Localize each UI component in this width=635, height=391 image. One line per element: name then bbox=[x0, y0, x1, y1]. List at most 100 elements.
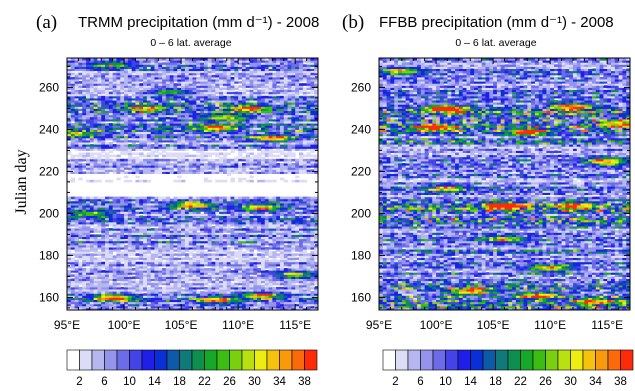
heatmap-cell bbox=[249, 263, 254, 267]
heatmap-cell bbox=[207, 261, 213, 265]
heatmap-cell bbox=[260, 240, 266, 244]
heatmap-cell bbox=[89, 163, 95, 166]
heatmap-cell bbox=[215, 196, 220, 200]
heatmap-cell bbox=[291, 234, 296, 237]
heatmap-cell bbox=[162, 280, 167, 284]
heatmap-cell bbox=[283, 261, 289, 265]
heatmap-cell bbox=[162, 131, 167, 135]
heatmap-cell bbox=[253, 299, 258, 303]
heatmap-cell bbox=[222, 257, 228, 261]
heatmap-cell bbox=[120, 121, 125, 124]
heatmap-cell bbox=[70, 154, 76, 158]
heatmap-cell bbox=[177, 265, 182, 269]
heatmap-cell bbox=[124, 175, 129, 179]
heatmap-cell bbox=[241, 167, 247, 170]
heatmap-cell bbox=[200, 223, 205, 227]
heatmap-cell bbox=[264, 249, 270, 252]
heatmap-cell bbox=[264, 148, 270, 151]
heatmap-cell bbox=[131, 228, 136, 231]
heatmap-cell bbox=[192, 215, 197, 219]
heatmap-cell bbox=[169, 236, 174, 240]
heatmap-cell bbox=[116, 127, 121, 130]
heatmap-cell bbox=[169, 240, 174, 244]
heatmap-cell bbox=[124, 261, 129, 265]
heatmap-cell bbox=[219, 230, 224, 233]
heatmap-cell bbox=[211, 118, 216, 122]
heatmap-cell bbox=[120, 211, 125, 214]
heatmap-cell bbox=[253, 307, 258, 311]
heatmap-cell bbox=[120, 118, 125, 122]
heatmap-cell bbox=[200, 196, 205, 200]
heatmap-cell bbox=[264, 209, 270, 212]
heatmap-cell bbox=[169, 148, 174, 151]
heatmap-cell bbox=[238, 297, 243, 300]
heatmap-cell bbox=[200, 205, 205, 208]
heatmap-cell bbox=[143, 249, 148, 252]
heatmap-cell bbox=[158, 249, 163, 252]
heatmap-cell bbox=[173, 219, 178, 223]
heatmap-cell bbox=[169, 286, 174, 290]
heatmap-cell bbox=[188, 305, 193, 309]
heatmap-cell bbox=[173, 280, 178, 284]
heatmap-cell bbox=[211, 265, 216, 269]
heatmap-cell bbox=[287, 295, 292, 298]
heatmap-cell bbox=[238, 125, 243, 128]
heatmap-cell bbox=[101, 135, 106, 139]
heatmap-cell bbox=[184, 129, 190, 132]
heatmap-cell bbox=[203, 142, 209, 145]
heatmap-cell bbox=[238, 261, 243, 265]
heatmap-cell bbox=[70, 131, 76, 135]
heatmap-cell bbox=[105, 305, 110, 309]
heatmap-cell bbox=[177, 238, 182, 242]
heatmap-cell bbox=[150, 137, 155, 141]
heatmap-cell bbox=[302, 230, 308, 233]
heatmap-cell bbox=[116, 286, 121, 290]
heatmap-cell bbox=[101, 232, 106, 235]
heatmap-cell bbox=[181, 240, 186, 244]
heatmap-cell bbox=[207, 121, 213, 124]
heatmap-cell bbox=[249, 236, 254, 240]
heatmap-cell bbox=[78, 144, 83, 147]
heatmap-cell bbox=[215, 137, 220, 141]
heatmap-cell bbox=[264, 295, 270, 298]
heatmap-cell bbox=[139, 272, 144, 275]
heatmap-cell bbox=[238, 234, 243, 237]
heatmap-cell bbox=[268, 247, 273, 250]
heatmap-cell bbox=[89, 146, 95, 149]
heatmap-cell bbox=[295, 215, 300, 219]
heatmap-cell bbox=[306, 200, 311, 204]
heatmap-cell bbox=[196, 127, 201, 130]
heatmap-cell bbox=[70, 305, 76, 309]
heatmap-cell bbox=[97, 215, 102, 219]
heatmap-cell bbox=[173, 301, 178, 305]
heatmap-cell bbox=[211, 240, 216, 244]
heatmap-cell bbox=[222, 301, 228, 305]
heatmap-cell bbox=[192, 303, 197, 307]
heatmap-cell bbox=[116, 131, 121, 135]
heatmap-cell bbox=[260, 150, 266, 153]
heatmap-cell bbox=[234, 169, 239, 172]
heatmap-cell bbox=[82, 286, 87, 290]
heatmap-cell bbox=[89, 244, 95, 248]
heatmap-cell bbox=[310, 139, 315, 143]
heatmap-cell bbox=[203, 215, 209, 219]
heatmap-cell bbox=[211, 238, 216, 242]
heatmap-cell bbox=[150, 131, 155, 135]
heatmap-cell bbox=[127, 148, 133, 151]
heatmap-cell bbox=[211, 125, 216, 128]
heatmap-cell bbox=[260, 238, 266, 242]
heatmap-cell bbox=[97, 163, 102, 166]
heatmap-cell bbox=[226, 135, 232, 139]
heatmap-cell bbox=[200, 280, 205, 284]
heatmap-cell bbox=[245, 272, 251, 275]
heatmap-cell bbox=[82, 278, 87, 282]
heatmap-cell bbox=[302, 163, 308, 166]
heatmap-cell bbox=[272, 305, 277, 309]
heatmap-cell bbox=[276, 169, 281, 172]
heatmap-cell bbox=[215, 171, 220, 174]
heatmap-cell bbox=[120, 291, 125, 294]
heatmap-cell bbox=[146, 230, 152, 233]
heatmap-cell bbox=[310, 240, 315, 244]
heatmap-cell bbox=[165, 242, 171, 246]
heatmap-cell bbox=[219, 261, 224, 265]
